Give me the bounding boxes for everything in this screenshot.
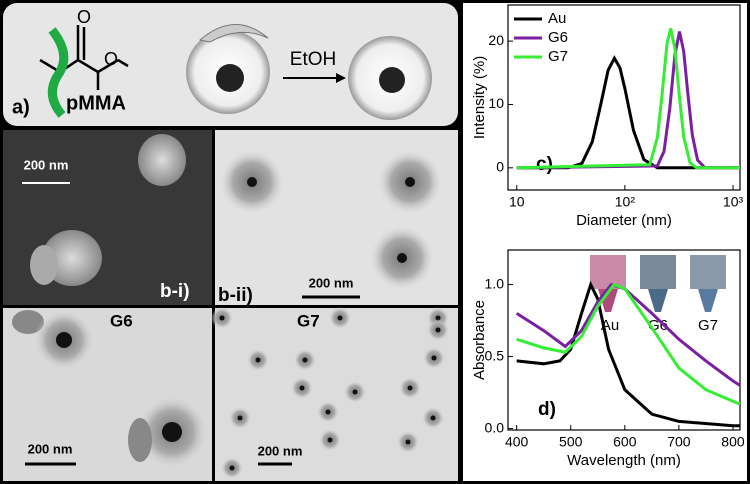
y-tick-label: 0.5 [485, 347, 505, 363]
scale-label: 200 nm [258, 443, 303, 458]
y-axis-label: Intensity (%) [471, 56, 488, 139]
vial-inset [590, 255, 726, 312]
series-line [516, 28, 740, 170]
x-axis-label: Diameter (nm) [576, 212, 672, 229]
panel-label: G7 [297, 311, 320, 330]
panel-label: c) [536, 154, 553, 175]
y-axis-label: Absorbance [471, 300, 488, 380]
gold-core [431, 355, 437, 361]
gold-core [379, 67, 405, 93]
x-tick-label: 10³ [723, 194, 744, 210]
gold-core [397, 253, 407, 263]
scale-label: 200 nm [28, 441, 73, 456]
particle-cap [30, 245, 58, 285]
x-tick-label: 600 [613, 434, 637, 450]
gold-core [352, 389, 358, 395]
gold-core [219, 315, 225, 321]
arrowhead [336, 73, 346, 83]
legend-label: G6 [548, 29, 568, 46]
gold-core [337, 315, 343, 321]
inset-label: G7 [698, 317, 718, 334]
scale-label: 200 nm [309, 275, 354, 290]
gold-core [407, 385, 413, 391]
gold-core [430, 415, 436, 421]
gold-core [216, 64, 244, 92]
gold-core [237, 415, 243, 421]
x-tick-label: 400 [505, 434, 529, 450]
y-tick-label: 0 [496, 159, 504, 175]
atom-o: O [104, 49, 118, 69]
particle-cap [128, 418, 152, 462]
polymer-chain [47, 27, 69, 118]
panel-label: G6 [110, 311, 133, 330]
plot-frame [507, 249, 741, 431]
legend-label: Au [548, 10, 566, 27]
chart-panel [463, 3, 747, 481]
x-tick-label: 10 [509, 194, 525, 210]
legend-label: G7 [548, 48, 568, 65]
x-tick-label: 700 [667, 434, 691, 450]
gold-core [299, 385, 305, 391]
gold-core [435, 327, 441, 333]
series-line [516, 280, 740, 428]
polymer-cap [198, 24, 269, 43]
panel-label: b-ii) [218, 285, 253, 306]
atom-o: O [77, 7, 91, 27]
y-tick-label: 10 [488, 95, 504, 111]
particle [138, 134, 186, 186]
plot-frame [507, 4, 741, 191]
gold-core [255, 357, 261, 363]
panel-label: b-i) [160, 281, 190, 302]
gold-core [247, 177, 257, 187]
tem-image [215, 308, 458, 481]
gold-core [229, 465, 235, 471]
y-tick-label: 1.0 [485, 275, 505, 291]
x-axis-label: Wavelength (nm) [567, 452, 681, 469]
series-line [516, 31, 740, 170]
y-tick-label: 0.0 [485, 419, 505, 435]
scale-label: 200 nm [24, 157, 69, 172]
panel-label: d) [538, 399, 556, 420]
panel-label: a) [12, 96, 30, 118]
solvent-label: EtOH [290, 49, 336, 70]
gold-core [325, 409, 331, 415]
x-tick-label: 500 [559, 434, 583, 450]
particle-cap [12, 310, 44, 334]
gold-core [162, 422, 182, 442]
y-tick-label: 20 [488, 32, 504, 48]
gold-core [302, 357, 308, 363]
gold-core [405, 439, 411, 445]
particles [211, 307, 449, 479]
x-tick-label: 10² [615, 194, 636, 210]
gold-core [56, 332, 72, 348]
gold-core [327, 437, 333, 443]
x-tick-label: 800 [721, 434, 745, 450]
polymer-label: pMMA [66, 92, 126, 114]
series-line [516, 282, 741, 406]
gold-core [405, 177, 415, 187]
molecule [39, 25, 129, 90]
